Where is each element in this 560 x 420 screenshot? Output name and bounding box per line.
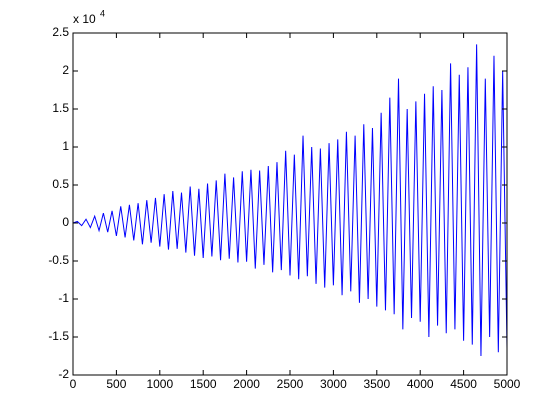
- y-tick-label: -0.5: [48, 253, 69, 267]
- x-tick-label: 4500: [450, 377, 477, 391]
- y-tick-label: 1: [62, 139, 69, 153]
- y-tick-label: 0.5: [52, 177, 69, 191]
- y-tick-label: 2.5: [52, 25, 69, 39]
- x-tick-label: 1000: [146, 377, 173, 391]
- x-tick-label: 4000: [407, 377, 434, 391]
- x-tick-label: 1500: [190, 377, 217, 391]
- line-series: [72, 44, 508, 357]
- x-tick-label: 3500: [363, 377, 390, 391]
- y-tick-label: -2: [58, 367, 69, 381]
- y-tick-label: -1: [58, 291, 69, 305]
- x-tick-label: 2500: [277, 377, 304, 391]
- y-multiplier-exponent: 4: [100, 8, 105, 18]
- y-multiplier: x 10: [73, 12, 96, 26]
- x-tick-label: 0: [70, 377, 77, 391]
- y-tick-label: 2: [62, 63, 69, 77]
- x-tick-label: 5000: [494, 377, 521, 391]
- x-tick-label: 3000: [320, 377, 347, 391]
- x-tick-label: 500: [106, 377, 126, 391]
- y-tick-label: 1.5: [52, 101, 69, 115]
- y-tick-label: -1.5: [48, 329, 69, 343]
- x-tick-label: 2000: [233, 377, 260, 391]
- y-tick-label: 0: [62, 215, 69, 229]
